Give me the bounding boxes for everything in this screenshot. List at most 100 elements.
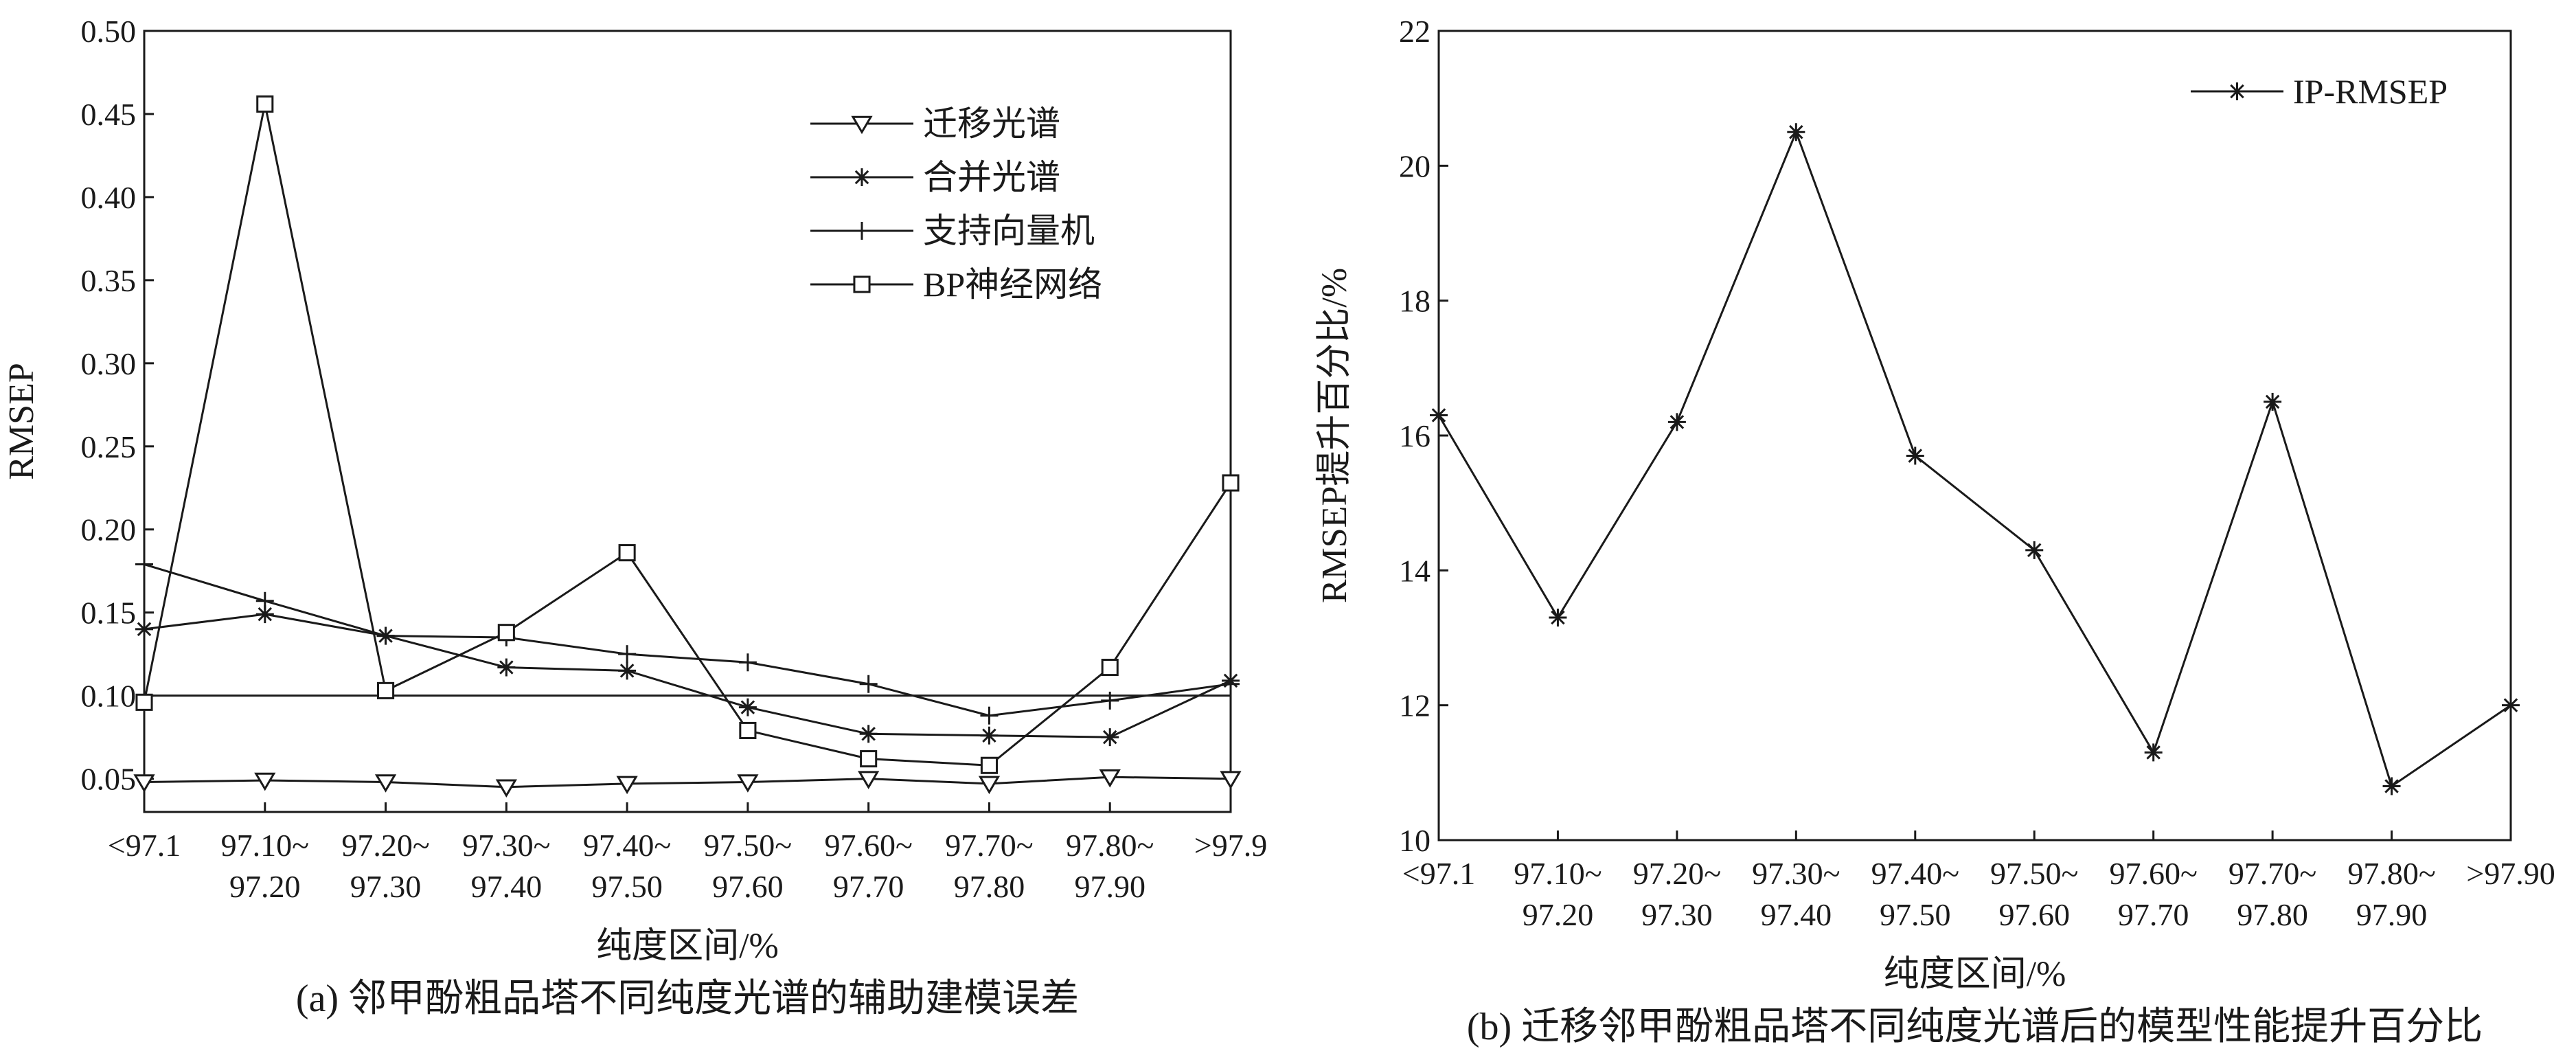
legend-label: 支持向量机 [923, 212, 1095, 250]
data-point [497, 658, 516, 677]
data-point [738, 653, 757, 672]
data-point [1222, 675, 1240, 693]
data-point [618, 645, 637, 664]
x-tick-label-line2: 97.70 [2118, 897, 2189, 932]
data-point [2264, 392, 2282, 411]
data-point-arm [1908, 449, 1923, 463]
x-tick-label: >97.9 [1194, 828, 1267, 863]
x-tick-label-line2: 97.20 [229, 869, 301, 904]
x-tick-label-line2: 97.80 [2237, 897, 2308, 932]
data-point [980, 756, 998, 774]
data-point-shape [860, 750, 878, 768]
x-tick-label: 97.20~ [1633, 856, 1721, 891]
data-point [860, 750, 878, 768]
data-point-shape [616, 776, 638, 795]
data-point-shape [495, 779, 517, 798]
x-tick-label-line2: 97.30 [350, 869, 422, 904]
data-point [135, 555, 153, 574]
y-tick-label: 12 [1399, 688, 1431, 723]
data-point [2144, 743, 2163, 762]
x-tick-label: 97.70~ [2229, 856, 2316, 891]
data-point-shape [497, 624, 515, 642]
x-tick-label: 97.50~ [704, 828, 792, 863]
data-point-arm [2503, 698, 2518, 712]
data-point [374, 774, 397, 793]
data-point-shape [254, 772, 276, 791]
figure-caption: (b) 迁移邻甲酚粗品塔不同纯度光谱后的模型性能提升百分比 [1467, 1006, 2483, 1048]
x-tick-label: 97.80~ [2347, 856, 2435, 891]
data-point-arm [1789, 124, 1803, 139]
data-point-arm [2146, 745, 2161, 760]
data-point-arm [619, 664, 635, 678]
y-tick-label: 20 [1399, 148, 1431, 183]
y-axis-title: RMSEP提升百分比/% [1315, 268, 1354, 603]
y-tick-label: 0.25 [81, 429, 137, 464]
data-point [980, 706, 999, 725]
data-point [377, 681, 395, 699]
y-tick-label: 0.35 [81, 263, 137, 298]
data-point-shape [1220, 771, 1242, 789]
x-tick-label: 97.40~ [1871, 856, 1959, 891]
legend-marker-arm [2230, 84, 2244, 99]
y-tick-label: 0.05 [81, 762, 137, 797]
data-point-arm [1431, 408, 1446, 422]
data-point-shape [739, 721, 757, 740]
data-point [376, 626, 395, 645]
data-point [2502, 696, 2520, 714]
data-point-arm [2027, 543, 2042, 558]
data-point [255, 591, 274, 610]
x-tick-label: 97.30~ [462, 828, 550, 863]
data-point [738, 698, 757, 716]
legend-marker-arm [854, 170, 869, 185]
data-point [135, 693, 153, 711]
data-point [2025, 541, 2044, 559]
data-point [135, 620, 153, 638]
x-tick-label-line2: 97.60 [1998, 897, 2070, 932]
data-point-shape [374, 774, 397, 793]
data-point-shape [737, 774, 759, 793]
legend-marker [851, 115, 873, 135]
x-tick-label: 97.80~ [1066, 828, 1154, 863]
series-line-1 [144, 613, 1231, 738]
data-point [618, 662, 637, 680]
x-tick-label: 97.40~ [583, 828, 671, 863]
data-point-arm [982, 728, 996, 743]
data-point [858, 771, 880, 789]
x-axis-title: 纯度区间/% [596, 927, 779, 966]
plot-frame [143, 30, 1232, 813]
x-tick-label-line2: 97.60 [712, 869, 784, 904]
series-line-3 [143, 104, 1232, 767]
chart-a-rmsep: 0.05 0.10 0.15 0.20 0.25 0.30 0.35 0.40 0.45 0.50… [2, 14, 1267, 1020]
data-point [1101, 658, 1119, 677]
plot-frame [1437, 30, 2512, 841]
data-point [739, 721, 757, 740]
x-tick-label-line2: 97.50 [591, 869, 663, 904]
data-point-arm [861, 727, 876, 741]
legend: IP-RMSEP [2191, 72, 2448, 111]
data-point [1430, 406, 1448, 425]
x-tick-label-line2: 97.80 [954, 869, 1025, 904]
y-tick-label: 0.45 [81, 97, 137, 132]
x-tick-label: <97.1 [1402, 856, 1475, 891]
data-point-arm [1551, 610, 1565, 625]
data-point-shape [618, 544, 636, 562]
data-point [497, 624, 515, 642]
data-point-shape [1099, 769, 1121, 788]
data-point-shape [858, 771, 880, 789]
x-tick-label-line2: 97.50 [1880, 897, 1951, 932]
data-point [618, 544, 636, 562]
series-line-2 [144, 563, 1231, 717]
data-point [1101, 691, 1119, 710]
data-point-arm [258, 607, 273, 622]
x-tick-label: 97.10~ [1514, 856, 1602, 891]
data-point [1099, 769, 1121, 788]
legend-label: IP-RMSEP [2293, 72, 2448, 111]
y-tick-label: 0.15 [81, 596, 137, 631]
data-point [859, 725, 878, 743]
y-axis-title: RMSEP [2, 363, 41, 480]
x-tick-label-line2: 97.30 [1641, 897, 1713, 932]
data-point [495, 779, 517, 798]
data-point-arm [740, 700, 755, 714]
